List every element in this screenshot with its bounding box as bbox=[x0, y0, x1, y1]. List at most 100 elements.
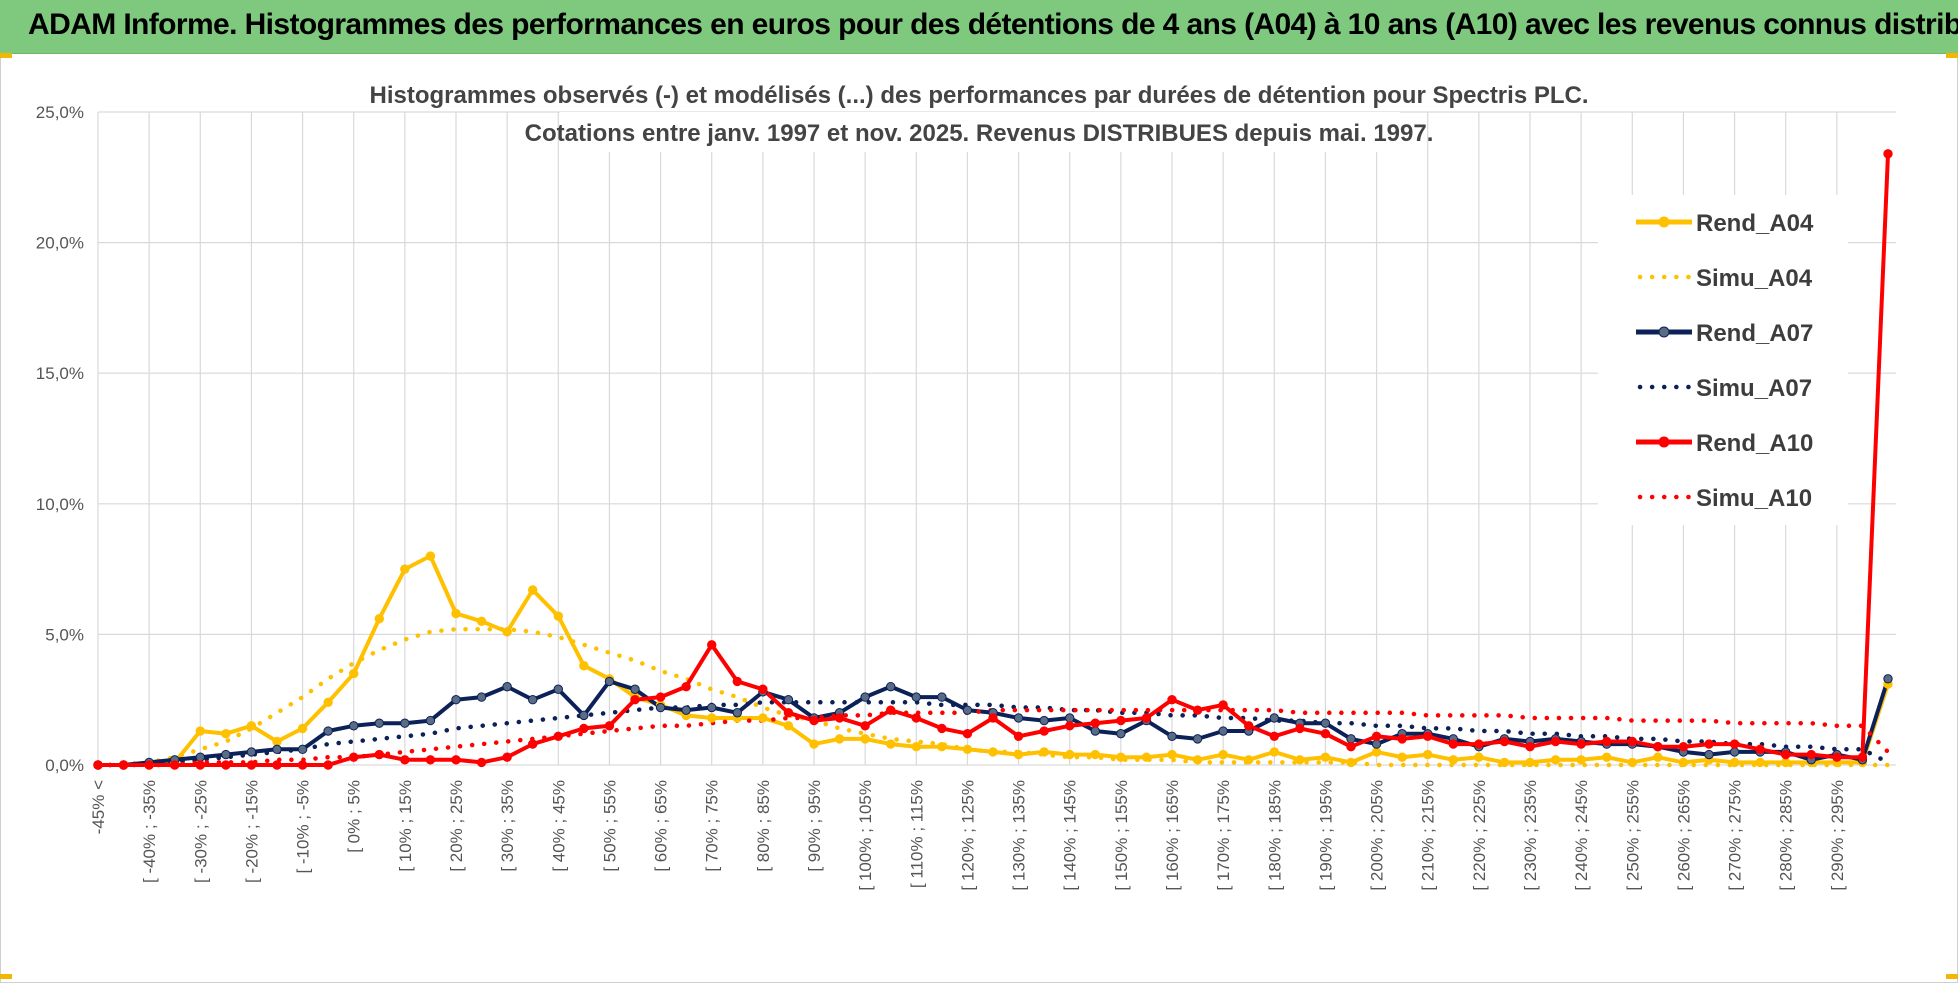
x-tick-label: [ 10% ; 15% bbox=[396, 780, 415, 872]
rend-a04-point bbox=[1653, 752, 1663, 762]
rend-a07-point bbox=[1013, 713, 1024, 723]
rend-a07-point bbox=[681, 705, 691, 715]
rend-a04-point bbox=[425, 551, 436, 561]
rend-a04-point bbox=[272, 736, 282, 747]
rend-a07-point bbox=[502, 681, 512, 692]
rend-a04-point bbox=[1167, 749, 1177, 760]
rend-a10-point bbox=[451, 755, 461, 765]
rend-a04-point bbox=[911, 742, 921, 752]
rend-a04-point bbox=[1448, 755, 1458, 765]
rend-a04-point bbox=[221, 728, 231, 739]
rend-a10-point bbox=[1141, 713, 1152, 723]
rend-a10-point bbox=[630, 695, 640, 705]
rend-a04-point bbox=[476, 616, 487, 627]
rend-a04-point bbox=[528, 585, 538, 595]
rend-a04-point bbox=[323, 697, 333, 708]
rend-a10-point bbox=[1781, 749, 1791, 760]
rend-a04-point bbox=[707, 713, 717, 723]
legend-simu-a10-label: Simu_A10 bbox=[1696, 485, 1812, 512]
rend-a10-point bbox=[118, 760, 129, 770]
rend-a07-point bbox=[374, 718, 384, 728]
rend-a07-point bbox=[937, 692, 947, 702]
rend-a10-point bbox=[783, 708, 794, 718]
x-tick-label: [ 180% ; 185% bbox=[1265, 780, 1284, 891]
rend-a07-point bbox=[476, 692, 487, 702]
rend-a10-point bbox=[349, 752, 359, 762]
rend-a07-point bbox=[451, 695, 461, 705]
rend-a10-point bbox=[937, 723, 947, 734]
x-tick-label: [ 40% ; 45% bbox=[549, 780, 568, 872]
rend-a10-point bbox=[834, 713, 845, 723]
legend-rend-a10-marker bbox=[1658, 436, 1670, 448]
rend-a10-point bbox=[1474, 739, 1484, 749]
rend-a10-point bbox=[1320, 728, 1331, 739]
rend-a10-point bbox=[1729, 739, 1740, 749]
subtitle-bg bbox=[560, 112, 1400, 152]
x-tick-label: [ 290% ; 295% bbox=[1828, 780, 1847, 891]
rend-a10-point bbox=[1397, 734, 1407, 744]
x-tick-label: [ 20% ; 25% bbox=[447, 780, 466, 872]
legend-box bbox=[1598, 195, 1848, 525]
rend-a10-point bbox=[1499, 736, 1510, 747]
rend-a10-point bbox=[1090, 718, 1100, 728]
rend-a04-point bbox=[886, 739, 896, 749]
rend-a10-point bbox=[988, 713, 998, 723]
rend-a10-point bbox=[476, 757, 487, 768]
corner-marker-top-right bbox=[1946, 53, 1958, 58]
rend-a10-point bbox=[1167, 695, 1177, 705]
rend-a04-point bbox=[1474, 752, 1484, 762]
rend-a07-point bbox=[272, 744, 282, 755]
rend-a10-point bbox=[1883, 149, 1893, 159]
rend-a10-point bbox=[1346, 742, 1356, 752]
rend-a07-point bbox=[553, 684, 563, 694]
x-tick-label: [ 200% ; 205% bbox=[1368, 780, 1387, 891]
chart-subtitle: Cotations entre janv. 1997 et nov. 2025.… bbox=[525, 120, 1434, 147]
rend-a04-point bbox=[834, 734, 845, 744]
rend-a10-point bbox=[1448, 739, 1458, 749]
page-title: ADAM Informe. Histogrammes des performan… bbox=[28, 8, 1958, 41]
rend-a07-point bbox=[1883, 674, 1893, 684]
legend-rend-a10-label: Rend_A10 bbox=[1696, 430, 1813, 457]
rend-a04-point bbox=[1550, 755, 1561, 765]
x-tick-label: [ 210% ; 215% bbox=[1419, 780, 1438, 891]
corner-marker-bottom-right bbox=[1946, 974, 1958, 979]
rend-a07-point bbox=[1167, 731, 1177, 741]
legend-simu-a04-label: Simu_A04 bbox=[1696, 265, 1813, 292]
rend-a04-point bbox=[553, 611, 563, 621]
rend-a04-point bbox=[297, 723, 308, 734]
rend-a07-point bbox=[400, 718, 410, 728]
rend-a07-point bbox=[1090, 726, 1100, 736]
rend-a10-point bbox=[886, 705, 896, 715]
x-tick-label: [ 280% ; 285% bbox=[1777, 780, 1796, 891]
x-tick-label: [ 30% ; 35% bbox=[498, 780, 517, 872]
x-tick-label: [ 140% ; 145% bbox=[1061, 780, 1080, 891]
chart-title: Histogrammes observés (-) et modélisés (… bbox=[370, 82, 1589, 109]
x-tick-label: [ -20% ; -15% bbox=[242, 780, 261, 883]
rend-a04-point bbox=[195, 726, 205, 736]
rend-a10-point bbox=[170, 760, 180, 770]
rend-a10-point bbox=[246, 760, 257, 770]
rend-a04-point bbox=[1627, 757, 1637, 768]
rend-a07-point bbox=[707, 702, 717, 713]
rend-a07-point bbox=[962, 705, 973, 715]
rend-a10-point bbox=[272, 760, 282, 770]
rend-a04-point bbox=[988, 747, 998, 757]
y-tick-label: 10,0% bbox=[36, 495, 84, 514]
rend-a10-point bbox=[1653, 742, 1663, 752]
legend-rend-a07-marker bbox=[1658, 326, 1670, 338]
rend-a07-point bbox=[221, 749, 231, 760]
rend-a10-point bbox=[579, 723, 589, 734]
rend-a10-point bbox=[1755, 744, 1765, 755]
rend-a07-point bbox=[860, 692, 870, 702]
corner-marker-bottom-left bbox=[0, 974, 12, 979]
rend-a10-point bbox=[528, 739, 538, 749]
rend-a10-point bbox=[860, 721, 870, 731]
rend-a04-point bbox=[860, 734, 870, 744]
x-tick-label: [ 230% ; 235% bbox=[1521, 780, 1540, 891]
y-tick-label: 0,0% bbox=[45, 756, 84, 775]
legend-rend-a04-label: Rend_A04 bbox=[1696, 210, 1814, 237]
rend-a04-point bbox=[1729, 757, 1740, 768]
x-tick-label: [ 130% ; 135% bbox=[1010, 780, 1029, 891]
rend-a07-point bbox=[1065, 713, 1075, 723]
x-tick-label: [ 60% ; 65% bbox=[652, 780, 671, 872]
